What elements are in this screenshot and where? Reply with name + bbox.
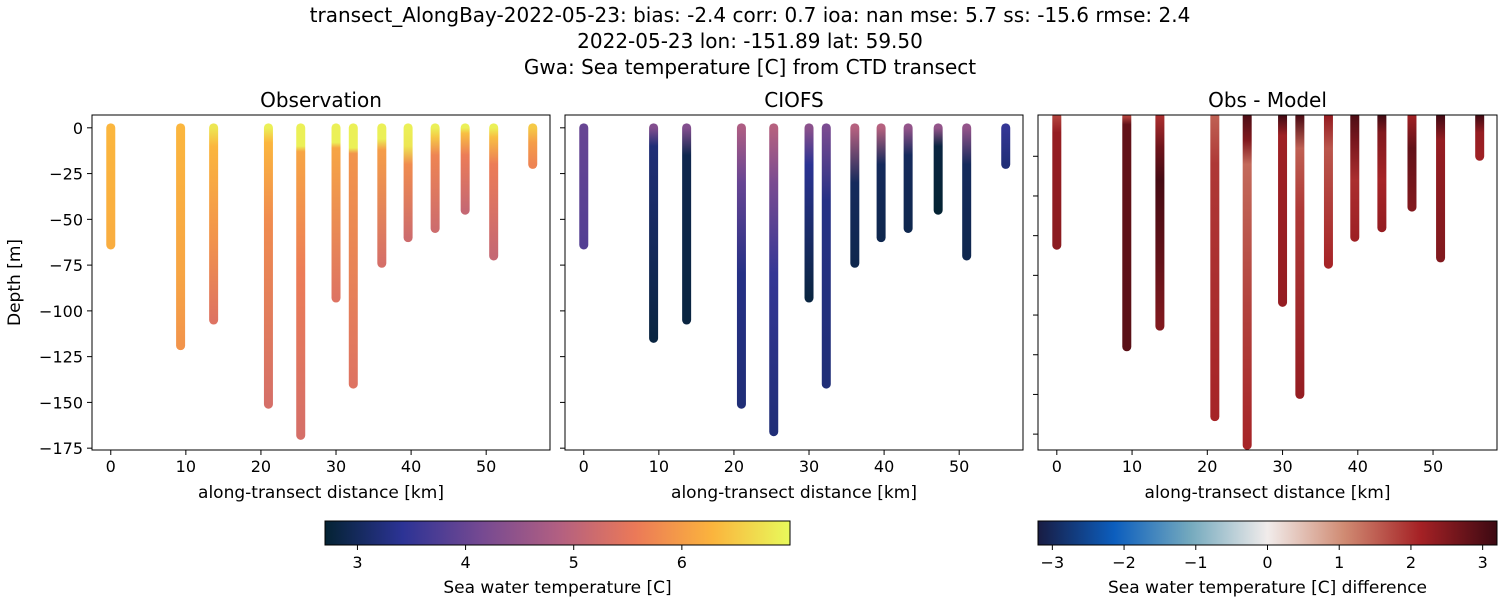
x-axis-label: along-transect distance [km] — [671, 483, 917, 503]
colorbar-bar — [324, 520, 791, 546]
x-tick-label: 20 — [724, 457, 744, 476]
colorbar-label: Sea water temperature [C] difference — [1108, 578, 1427, 598]
x-tick-label: 30 — [799, 457, 819, 476]
panel-title: Observation — [260, 88, 382, 112]
figure-title-line-1: transect_AlongBay-2022-05-23: bias: -2.4… — [309, 3, 1191, 27]
casts — [579, 123, 1011, 437]
y-tick-label: −75 — [49, 256, 83, 275]
colorbar-tick-label: −3 — [1041, 553, 1065, 572]
colorbar-tick-label: 6 — [677, 553, 687, 572]
y-tick-label: −25 — [49, 165, 83, 184]
x-tick-label: 50 — [476, 457, 496, 476]
colorbar-tick-label: −1 — [1184, 553, 1208, 572]
x-tick-label: 50 — [949, 457, 969, 476]
y-axis-label: Depth [m] — [5, 239, 25, 326]
y-tick-label: −50 — [49, 210, 83, 229]
x-tick-label: 40 — [1348, 457, 1368, 476]
panel-title: Obs - Model — [1208, 88, 1327, 112]
colorbar-tick-label: 2 — [1406, 553, 1416, 572]
x-tick-label: 30 — [326, 457, 346, 476]
panel-2: CIOFS 0 10 20 30 40 50 along-transect distance … — [560, 88, 1024, 503]
axes-frame — [564, 114, 1024, 451]
x-tick-label: 20 — [251, 457, 271, 476]
panel-title: CIOFS — [764, 88, 823, 112]
x-tick-label: 50 — [1423, 457, 1443, 476]
colorbar-2: −3 −2 −1 0 1 2 3 Sea water temperature [C] diff… — [1037, 520, 1498, 598]
x-tick-label: 10 — [1122, 457, 1142, 476]
x-axis-label: along-transect distance [km] — [1145, 483, 1391, 503]
colorbar-tick-label: 1 — [1334, 553, 1344, 572]
y-tick-label: −100 — [39, 302, 83, 321]
colorbar-bar — [1037, 520, 1498, 546]
x-axis-label: along-transect distance [km] — [198, 483, 444, 503]
x-tick-label: 40 — [401, 457, 421, 476]
colorbar-tick-label: −2 — [1112, 553, 1136, 572]
y-tick-label: −150 — [39, 393, 83, 412]
figure-title-line-2: 2022-05-23 lon: -151.89 lat: 59.50 — [577, 29, 923, 53]
colorbar-tick-label: 4 — [460, 553, 470, 572]
colorbar-label: Sea water temperature [C] — [443, 578, 671, 598]
colorbar-tick-label: 3 — [1478, 553, 1488, 572]
x-tick-label: 40 — [874, 457, 894, 476]
colorbar-tick-label: 3 — [352, 553, 362, 572]
panel-1: Observation 0 10 20 30 40 50 along-transect dis… — [5, 88, 551, 503]
x-tick-label: 20 — [1197, 457, 1217, 476]
y-tick-label: −175 — [39, 439, 83, 458]
y-tick-label: −125 — [39, 348, 83, 367]
x-tick-label: 10 — [176, 457, 196, 476]
x-tick-label: 0 — [579, 457, 589, 476]
y-tick-label: 0 — [73, 119, 83, 138]
casts — [1052, 115, 1485, 450]
casts — [106, 123, 538, 440]
x-tick-label: 0 — [1052, 457, 1062, 476]
x-tick-label: 0 — [106, 457, 116, 476]
axes-frame — [1037, 114, 1498, 451]
axes-frame — [91, 114, 551, 451]
figure-title-line-3: Gwa: Sea temperature [C] from CTD transe… — [523, 55, 977, 79]
x-tick-label: 10 — [649, 457, 669, 476]
colorbar-tick-label: 5 — [569, 553, 579, 572]
panel-3: Obs - Model 0 10 20 30 40 50 along-transect dis… — [1033, 88, 1498, 503]
colorbar-1: 3 4 5 6 Sea water temperature [C] — [324, 520, 791, 598]
x-tick-label: 30 — [1272, 457, 1292, 476]
colorbar-tick-label: 0 — [1262, 553, 1272, 572]
